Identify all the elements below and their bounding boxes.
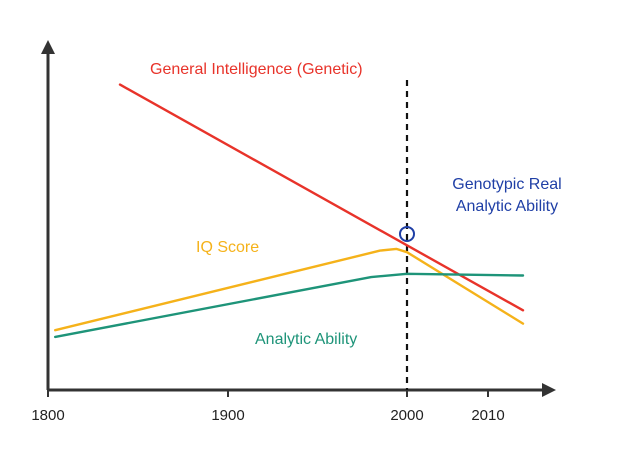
y-axis-arrow: [41, 40, 55, 54]
marker-label-line-1: Genotypic Real: [452, 176, 561, 193]
series-label-general-intelligence: General Intelligence (Genetic): [150, 61, 363, 78]
marker-label: Genotypic Real Analytic Ability: [452, 176, 561, 215]
x-tick-label-2010: 2010: [471, 407, 504, 424]
intersection-marker: [399, 225, 415, 242]
series-label-analytic-ability: Analytic Ability: [255, 331, 357, 348]
series-line-analytic-ability: [54, 272, 525, 339]
x-axis-arrow: [542, 383, 556, 397]
x-tick-label-1800: 1800: [31, 407, 64, 424]
series-line-iq-score: [54, 247, 525, 332]
x-tick-label-2000: 2000: [390, 407, 423, 424]
x-tick-label-1900: 1900: [211, 407, 244, 424]
marker-label-line-2: Analytic Ability: [456, 198, 558, 215]
series-line-general-intelligence: [118, 83, 525, 312]
series-label-iq-score: IQ Score: [196, 239, 259, 256]
